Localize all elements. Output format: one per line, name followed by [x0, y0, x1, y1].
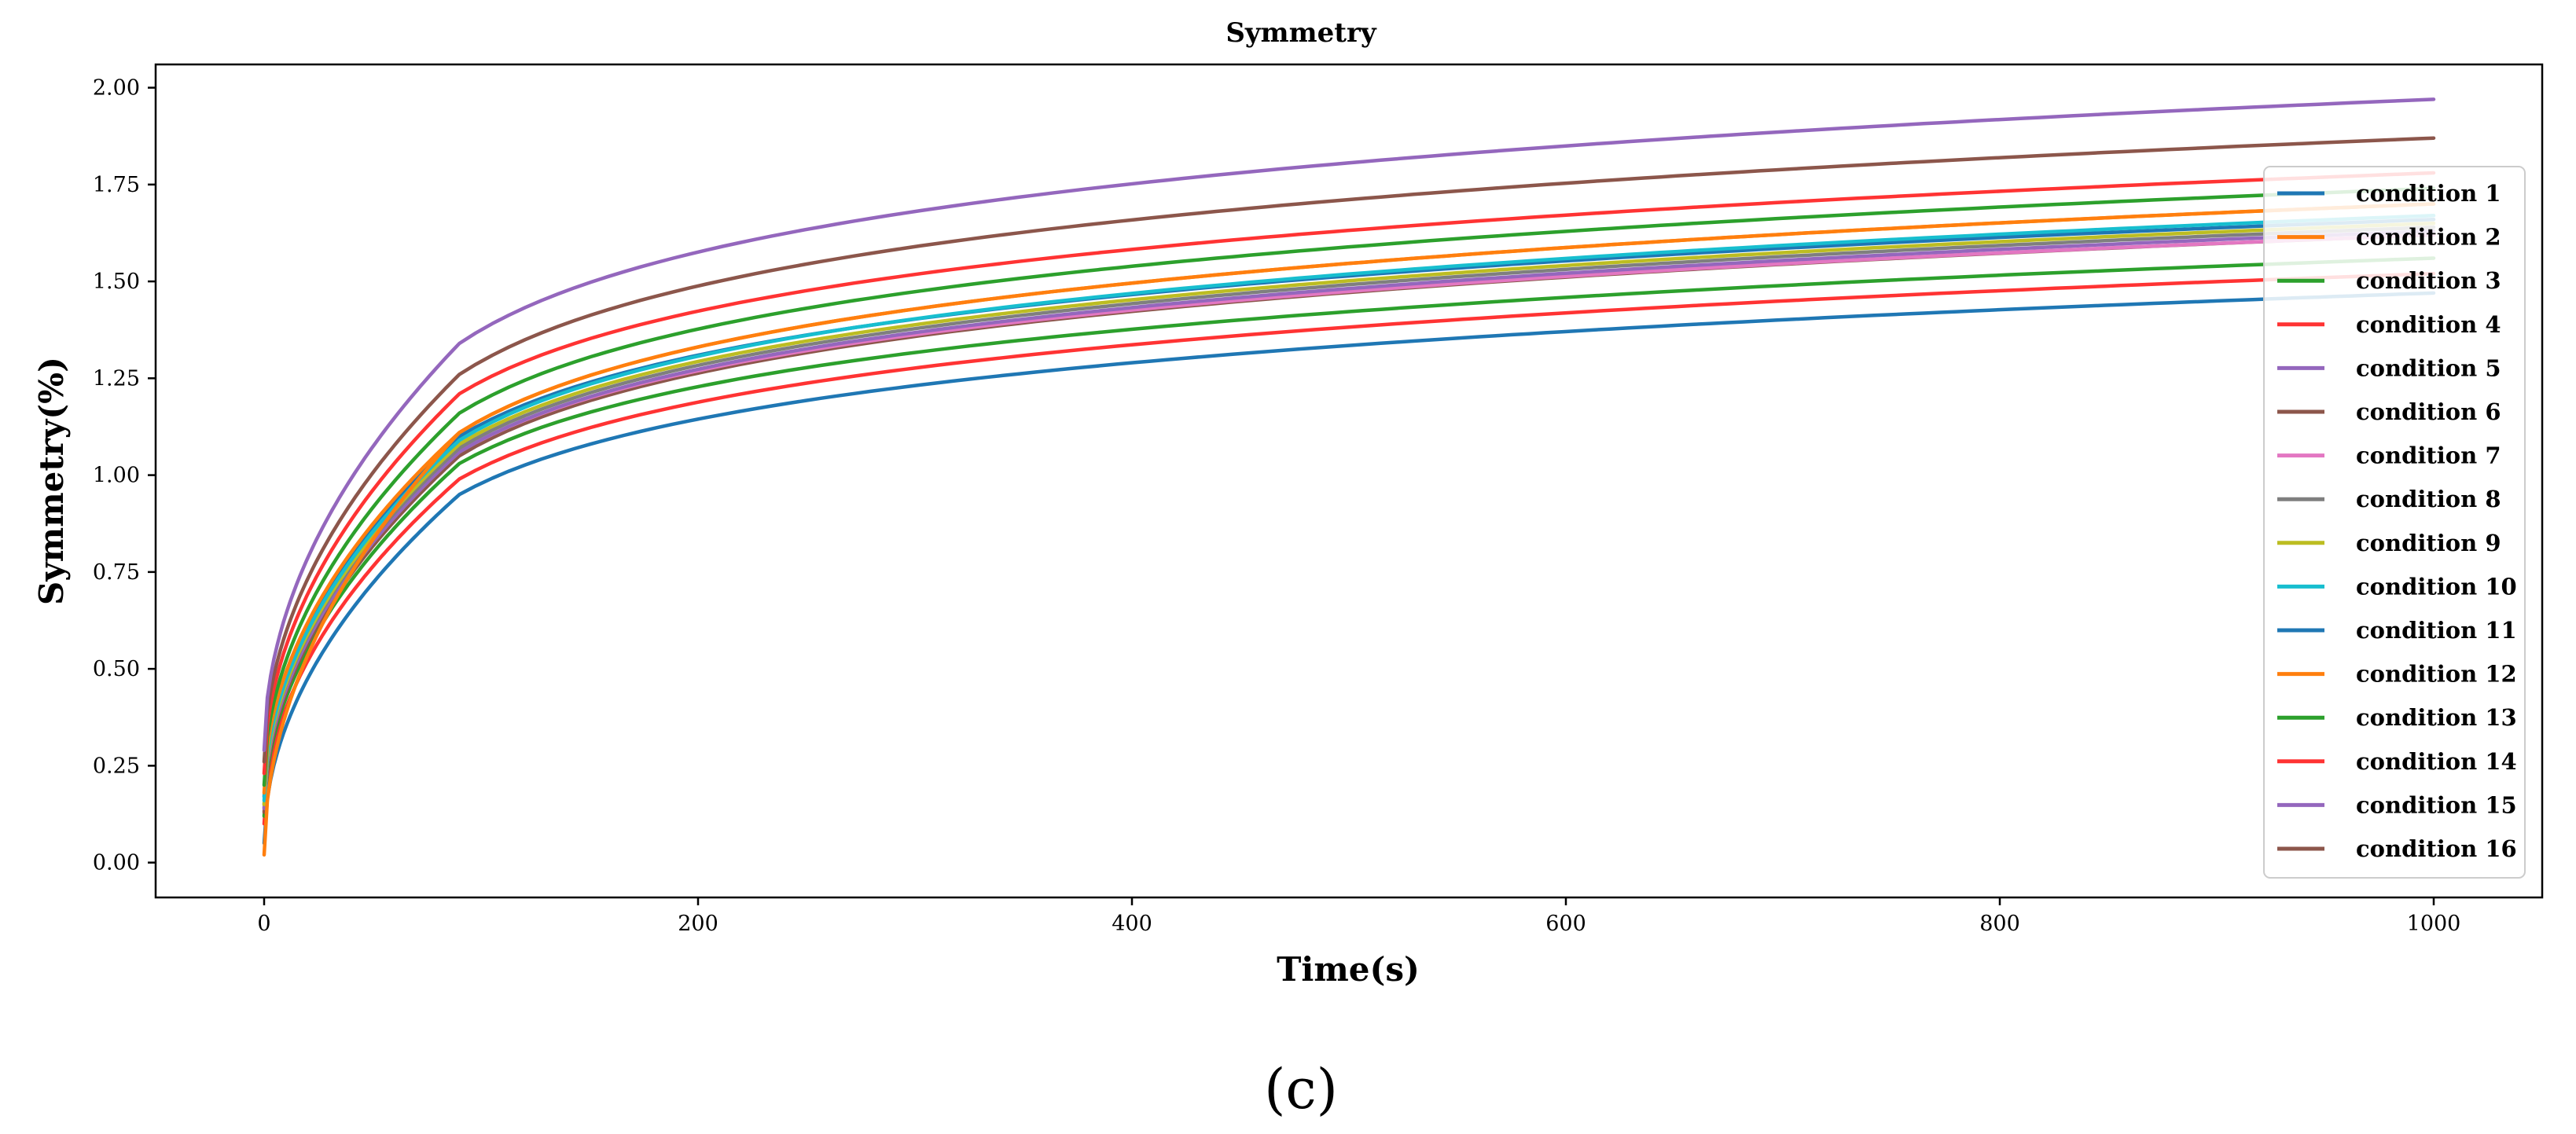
legend: condition 1 condition 2 condition 3 conditi… — [2263, 166, 2526, 879]
series-line-10 — [262, 214, 2436, 802]
y-tick-label: 2.00 — [93, 76, 140, 101]
y-axis-ticks: 0.00 0.25 0.50 0.75 1.00 1.25 1.50 1.75 2.00 — [93, 76, 156, 875]
series-line-3 — [262, 256, 2436, 818]
y-tick-label: 1.25 — [93, 366, 140, 391]
x-tick-label: 800 — [1979, 912, 2020, 936]
series-line-1 — [262, 291, 2436, 846]
legend-label: condition 7 — [2356, 442, 2501, 469]
x-axis-ticks: 0 200 400 600 800 1000 — [257, 897, 2460, 936]
x-axis-label: Time(s) — [1277, 950, 1420, 989]
legend-label: condition 1 — [2356, 180, 2501, 207]
series-line-16 — [262, 136, 2436, 764]
legend-label: condition 9 — [2356, 530, 2501, 556]
series-line-2 — [262, 202, 2436, 857]
y-tick-label: 1.75 — [93, 173, 140, 197]
series-line-4 — [262, 271, 2436, 826]
y-tick-label: 0.00 — [93, 851, 140, 875]
series-line-14 — [262, 171, 2436, 776]
plot-frame — [154, 63, 2544, 899]
x-tick-label: 600 — [1545, 912, 1586, 936]
y-tick-label: 1.50 — [93, 270, 140, 294]
series-line-12 — [262, 202, 2436, 795]
y-tick-label: 0.75 — [93, 560, 140, 585]
series-line-15 — [262, 97, 2436, 752]
plot-area — [154, 63, 2544, 899]
legend-label: condition 13 — [2356, 704, 2517, 731]
legend-label: condition 8 — [2356, 486, 2501, 512]
series-line-7 — [262, 233, 2436, 810]
legend-label: condition 12 — [2356, 661, 2517, 688]
y-tick-label: 1.00 — [93, 464, 140, 488]
legend-label: condition 10 — [2356, 573, 2517, 600]
legend-label: condition 4 — [2356, 311, 2501, 338]
y-axis-label: Symmetry(%) — [32, 357, 71, 605]
legend-label: condition 15 — [2356, 791, 2517, 818]
series-line-9 — [262, 221, 2436, 806]
legend-items: condition 1 condition 2 condition 3 conditi… — [2277, 180, 2517, 862]
series-layer — [262, 97, 2436, 857]
legend-label: condition 2 — [2356, 224, 2501, 251]
x-tick-label: 400 — [1112, 912, 1152, 936]
legend-label: condition 16 — [2356, 835, 2517, 862]
y-tick-label: 0.25 — [93, 754, 140, 778]
legend-box — [2263, 166, 2526, 879]
legend-label: condition 11 — [2356, 617, 2517, 644]
y-tick-label: 0.50 — [93, 657, 140, 681]
chart-title: Symmetry — [1226, 17, 1377, 49]
series-line-13 — [262, 186, 2436, 787]
legend-label: condition 5 — [2356, 354, 2501, 381]
x-tick-label: 200 — [678, 912, 718, 936]
x-tick-label: 0 — [257, 912, 270, 936]
legend-label: condition 6 — [2356, 398, 2501, 425]
legend-label: condition 14 — [2356, 748, 2517, 775]
series-line-6 — [262, 233, 2436, 814]
legend-label: condition 3 — [2356, 267, 2501, 294]
series-line-5 — [262, 229, 2436, 810]
x-tick-label: 1000 — [2407, 912, 2461, 936]
panel-label: (c) — [1264, 1057, 1338, 1121]
